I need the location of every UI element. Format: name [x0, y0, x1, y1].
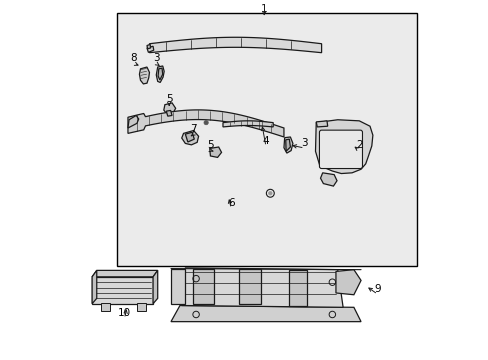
Polygon shape: [92, 277, 153, 304]
Polygon shape: [285, 139, 290, 151]
Polygon shape: [156, 66, 164, 82]
Polygon shape: [128, 116, 139, 128]
Polygon shape: [239, 269, 260, 305]
Polygon shape: [316, 121, 327, 127]
Polygon shape: [166, 111, 172, 116]
Text: 7: 7: [190, 124, 197, 134]
Polygon shape: [149, 37, 321, 53]
Polygon shape: [158, 68, 163, 80]
Text: 6: 6: [227, 198, 234, 208]
Text: 5: 5: [165, 94, 172, 104]
Polygon shape: [223, 121, 273, 127]
Text: 4: 4: [262, 136, 269, 146]
Circle shape: [203, 121, 208, 125]
Text: 3: 3: [153, 53, 159, 63]
Text: 10: 10: [118, 309, 131, 318]
Polygon shape: [92, 270, 158, 277]
Polygon shape: [289, 270, 306, 306]
FancyBboxPatch shape: [319, 130, 362, 168]
Bar: [101, 303, 110, 311]
Polygon shape: [147, 46, 153, 52]
Polygon shape: [163, 103, 175, 115]
Bar: [117, 13, 416, 266]
Polygon shape: [182, 268, 343, 307]
Polygon shape: [139, 67, 149, 84]
Polygon shape: [171, 306, 360, 321]
Polygon shape: [171, 269, 185, 305]
Polygon shape: [153, 270, 158, 304]
Text: 5: 5: [206, 140, 213, 150]
Text: 8: 8: [130, 53, 137, 63]
Polygon shape: [315, 120, 372, 174]
Polygon shape: [209, 147, 221, 157]
Text: 9: 9: [374, 284, 381, 294]
Polygon shape: [182, 131, 198, 145]
Polygon shape: [185, 132, 194, 142]
Text: 2: 2: [355, 140, 362, 150]
Polygon shape: [320, 173, 336, 186]
Polygon shape: [92, 270, 97, 304]
Polygon shape: [284, 137, 292, 153]
Text: 3: 3: [301, 138, 307, 148]
Polygon shape: [147, 44, 150, 49]
Bar: [137, 303, 145, 311]
Polygon shape: [192, 269, 214, 305]
Circle shape: [268, 192, 271, 195]
Polygon shape: [128, 110, 284, 137]
Polygon shape: [335, 270, 360, 295]
Text: 1: 1: [261, 4, 267, 14]
